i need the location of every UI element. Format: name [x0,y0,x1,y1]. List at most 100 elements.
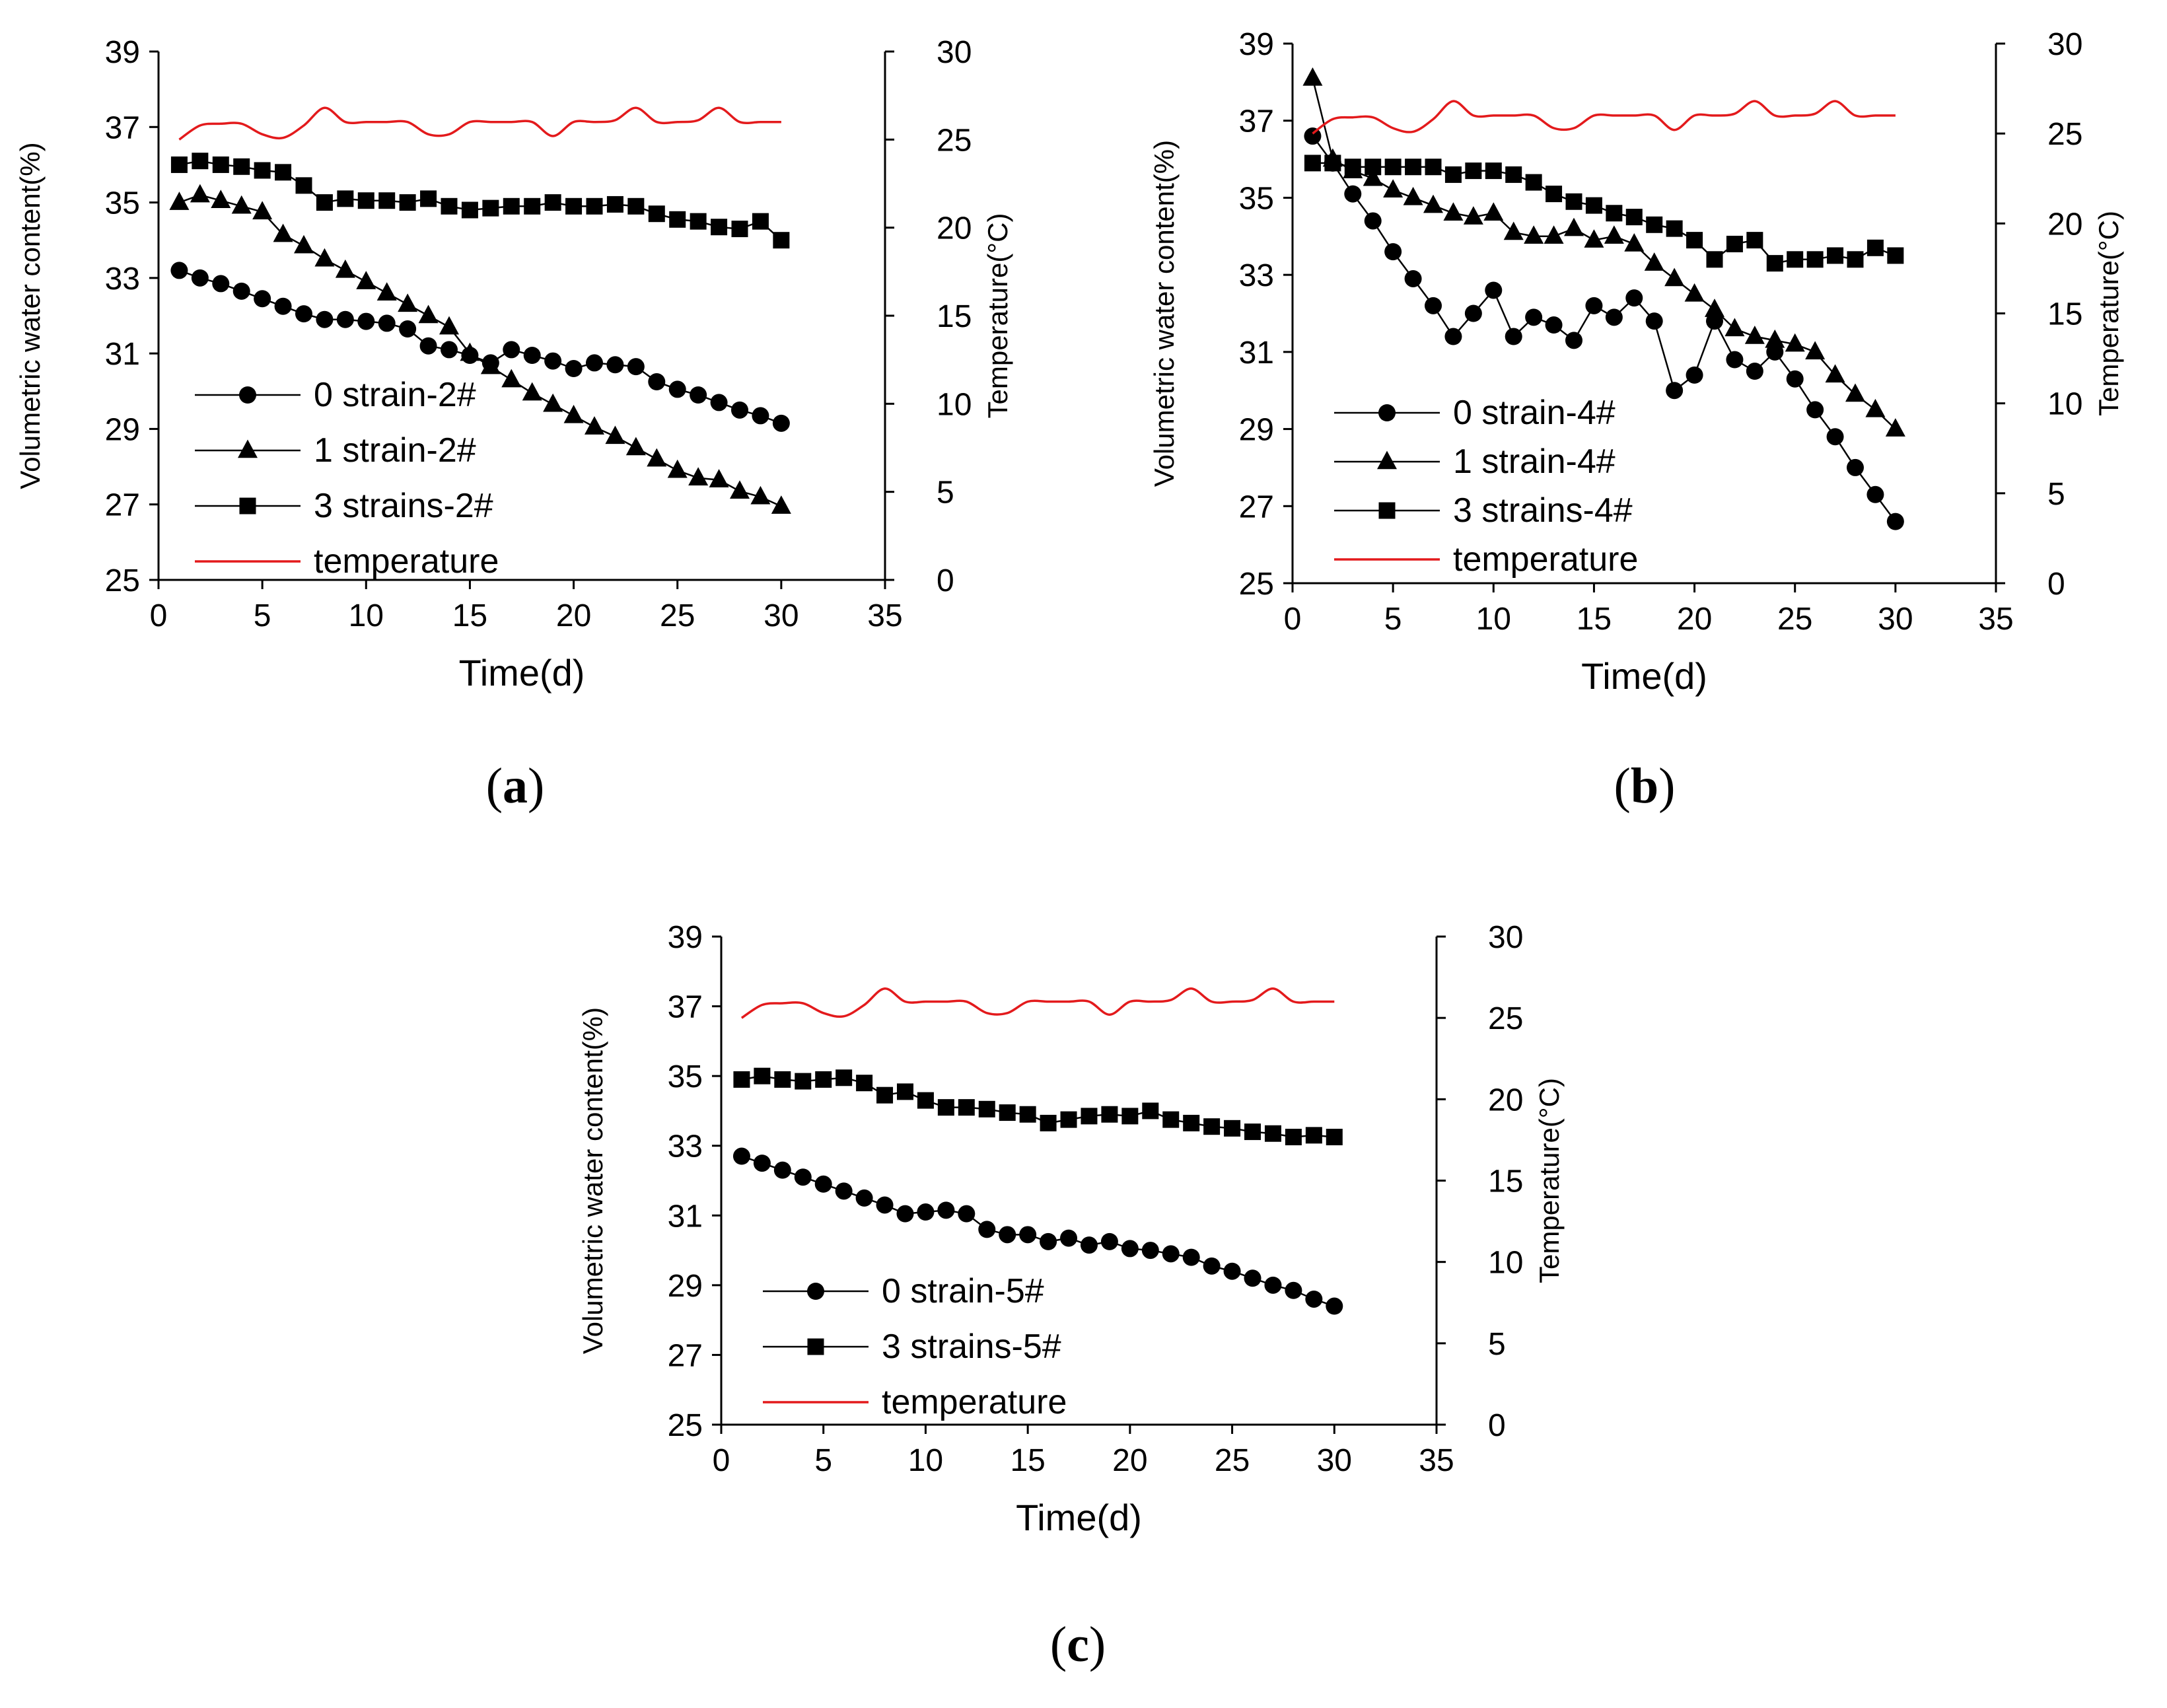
data-point-3-strains-5 [896,1083,913,1100]
data-point-0-strain-5 [1141,1242,1159,1260]
legend-marker [807,1338,824,1355]
y-tick-label: 25 [1239,567,1274,602]
data-point-0-strain-2 [191,269,209,287]
data-point-0-strain-5 [1121,1240,1139,1258]
x-tick-label: 20 [1112,1443,1147,1478]
y-tick-label: 39 [1239,27,1274,62]
data-point-1-strain-4 [1845,383,1865,402]
data-point-3-strains-5 [1142,1102,1159,1120]
data-point-3-strains-2 [233,158,250,175]
data-point-0-strain-2 [419,337,437,355]
data-point-1-strain-2 [543,393,563,412]
data-point-1-strain-2 [625,437,646,456]
y-tick-label: 37 [105,110,140,145]
data-point-3-strains-4 [1706,251,1723,268]
y2-tick-label: 15 [2047,297,2082,332]
data-point-1-strain-2 [730,480,750,499]
data-point-3-strains-2 [420,190,437,207]
y2-tick-label: 30 [2047,27,2082,62]
data-point-0-strain-5 [1223,1262,1241,1280]
x-tick-label: 5 [1384,602,1402,637]
data-point-3-strains-4 [1766,255,1783,272]
data-point-0-strain-5 [999,1226,1016,1244]
data-point-0-strain-5 [1040,1232,1057,1250]
data-point-0-strain-5 [732,1147,750,1165]
y-tick-label: 25 [105,563,140,598]
data-point-0-strain-5 [1285,1281,1302,1299]
y-tick-label: 33 [105,262,140,297]
data-point-3-strains-4 [1444,166,1462,183]
data-point-0-strain-4 [1585,297,1603,314]
data-point-1-strain-4 [1664,267,1685,287]
data-point-0-strain-4 [1786,370,1804,388]
data-point-0-strain-2 [772,414,790,432]
data-point-0-strain-5 [1305,1290,1323,1308]
data-point-1-strain-2 [563,404,584,423]
data-point-1-strain-4 [1885,418,1905,437]
data-point-3-strains-4 [1787,251,1804,268]
data-point-3-strains-5 [856,1075,873,1092]
data-point-1-strain-2 [688,467,709,485]
y2-tick-label: 0 [1488,1408,1506,1443]
data-point-3-strains-5 [1060,1111,1077,1128]
data-point-0-strain-5 [753,1155,771,1172]
data-point-1-strain-2 [605,425,625,445]
x-tick-label: 5 [814,1443,832,1478]
y2-tick-label: 0 [937,563,954,598]
y-tick-label: 27 [105,488,140,523]
data-point-3-strains-5 [1244,1123,1261,1141]
data-point-3-strains-4 [1585,197,1602,214]
data-point-0-strain-5 [896,1205,914,1223]
data-point-3-strains-2 [441,197,458,215]
data-point-0-strain-5 [1080,1236,1098,1254]
data-point-3-strains-5 [917,1092,934,1109]
data-point-3-strains-2 [316,194,333,211]
data-point-0-strain-2 [441,341,458,359]
data-point-3-strains-5 [1305,1127,1322,1144]
data-point-0-strain-4 [1645,312,1663,330]
x-tick-label: 0 [713,1443,730,1478]
data-point-3-strains-2 [482,199,499,217]
data-point-0-strain-2 [274,297,292,315]
data-point-1-strain-4 [1765,329,1785,348]
data-point-0-strain-4 [1525,308,1543,326]
data-point-0-strain-4 [1384,243,1402,261]
y-tick-label: 29 [668,1269,703,1304]
series-line-0-strain-2 [179,269,782,425]
data-point-1-strain-4 [1544,225,1564,244]
data-point-0-strain-2 [731,401,748,419]
data-point-3-strains-4 [1304,155,1321,172]
data-point-3-strains-5 [999,1104,1016,1121]
y-tick-label: 29 [1239,413,1274,448]
data-point-0-strain-4 [1826,428,1844,446]
data-point-1-strain-4 [1705,299,1724,317]
data-point-3-strains-2 [295,177,312,194]
data-point-3-strains-2 [752,213,769,230]
data-point-3-strains-2 [690,213,707,230]
data-point-1-strain-2 [480,355,501,374]
data-point-1-strain-2 [211,190,231,208]
data-point-3-strains-5 [774,1071,791,1088]
data-point-3-strains-2 [503,197,520,215]
x-tick-label: 30 [1317,1443,1352,1478]
data-point-0-strain-4 [1444,328,1462,345]
data-point-3-strains-4 [1827,247,1844,264]
data-point-3-strains-5 [815,1071,832,1088]
x-tick-label: 20 [556,598,591,633]
data-point-1-strain-2 [418,304,439,324]
y2-tick-label: 30 [1488,920,1523,955]
y-tick-label: 37 [668,990,703,1025]
data-point-1-strain-4 [1524,225,1544,244]
data-point-1-strain-4 [1825,364,1845,383]
data-point-0-strain-5 [1060,1229,1078,1247]
data-point-0-strain-5 [1100,1232,1118,1250]
y-tick-label: 39 [105,35,140,70]
y2-tick-label: 25 [937,123,972,158]
data-point-3-strains-2 [627,197,645,215]
data-point-3-strains-5 [754,1067,771,1085]
data-point-0-strain-2 [232,282,250,300]
data-point-0-strain-5 [1264,1276,1282,1294]
y-tick-label: 27 [1239,489,1274,524]
data-point-3-strains-5 [1285,1129,1302,1146]
